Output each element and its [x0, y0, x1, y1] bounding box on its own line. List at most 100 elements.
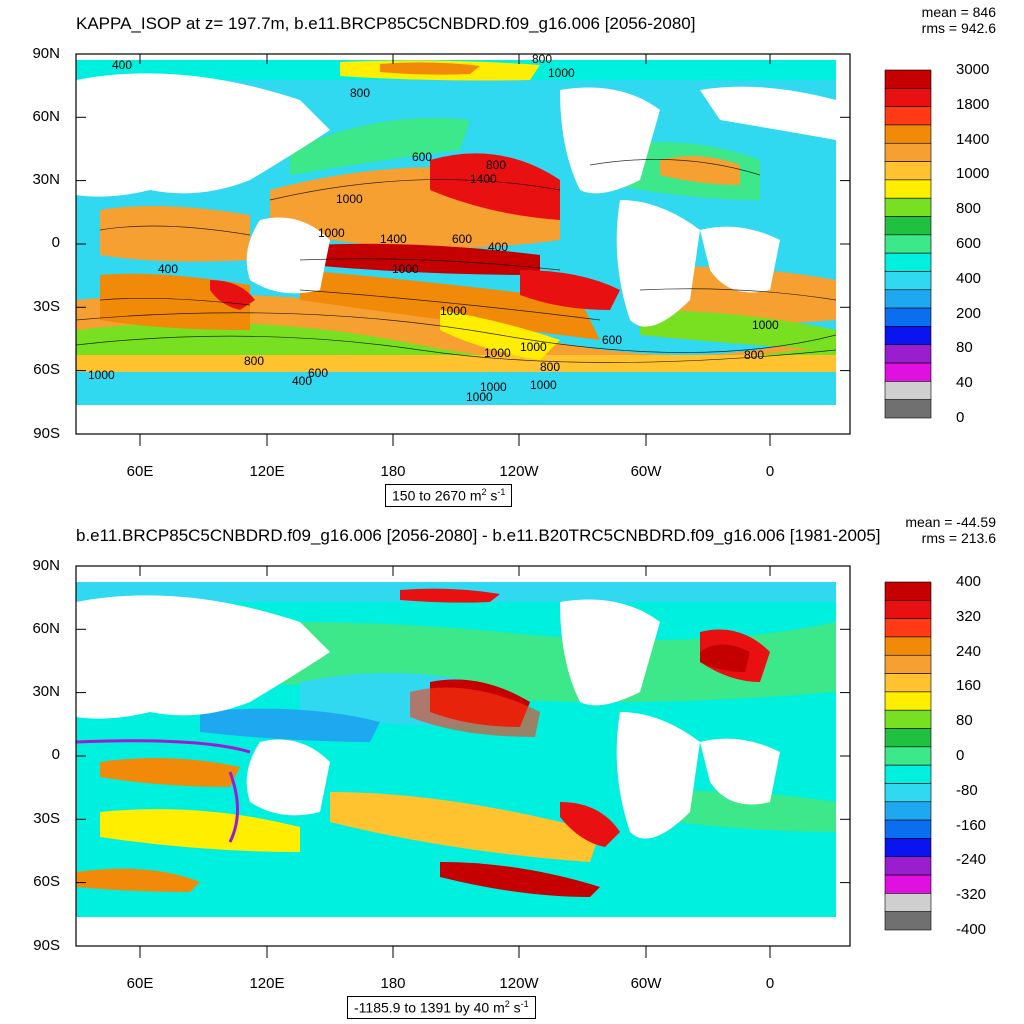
bottom-mean: mean = -44.59: [905, 514, 996, 530]
contour-label: 1000: [440, 304, 467, 318]
contour-label: 1000: [530, 378, 557, 392]
colorbar-swatch: [884, 69, 932, 89]
top-lon-60w: 60W: [630, 463, 662, 480]
top-lat-60s: 60S: [33, 361, 60, 378]
top-lat-60n: 60N: [32, 108, 60, 125]
top-mean: mean = 846: [921, 4, 996, 20]
colorbar-swatch: [884, 728, 932, 748]
colorbar-swatch: [884, 124, 932, 144]
colorbar-swatch: [884, 856, 932, 876]
bottom-lon-120e: 120E: [249, 975, 285, 992]
colorbar-label: 0: [956, 747, 965, 764]
colorbar-swatch: [884, 289, 932, 309]
top-map-svg: [75, 53, 932, 446]
bottom-lat-30s: 30S: [33, 810, 60, 827]
colorbar-label: 80: [956, 339, 973, 357]
contour-label: 1000: [466, 390, 493, 404]
contour-label: 1000: [88, 368, 115, 382]
colorbar-swatch: [884, 252, 932, 272]
bottom-map-field: [76, 566, 850, 946]
bottom-tick-marks: [76, 565, 850, 958]
contour-label: 1000: [484, 346, 511, 360]
top-map-field: [76, 54, 850, 434]
colorbar-swatch: [884, 801, 932, 821]
bottom-lon-180: 180: [380, 975, 406, 992]
colorbar-swatch: [884, 838, 932, 858]
top-title: KAPPA_ISOP at z= 197.7m, b.e11.BRCP85C5C…: [76, 14, 696, 33]
contour-label: 1000: [480, 380, 507, 394]
colorbar-label: 1800: [956, 95, 990, 113]
bottom-colorbar: [884, 581, 932, 931]
contour-label: 600: [452, 232, 473, 246]
bottom-lat-60s: 60S: [33, 873, 60, 890]
contour-label: 1000: [752, 318, 779, 332]
colorbar-label: 320: [956, 607, 982, 625]
top-lat-0: 0: [51, 234, 60, 251]
contour-label: 800: [244, 354, 265, 368]
bottom-lat-90s: 90S: [33, 937, 60, 954]
bottom-lat-60n: 60N: [32, 620, 60, 637]
bottom-stats: mean = -44.59 rms = 213.6: [905, 514, 996, 546]
colorbar-swatch: [884, 746, 932, 766]
colorbar-label: 40: [956, 374, 973, 392]
colorbar-swatch: [884, 307, 932, 327]
colorbar-swatch: [884, 618, 932, 638]
colorbar-swatch: [884, 709, 932, 729]
contour-label: 600: [412, 150, 433, 164]
contour-label: 800: [532, 52, 553, 66]
contour-label: 1400: [470, 172, 497, 186]
contour-label: 800: [350, 86, 371, 100]
top-lat-30s: 30S: [33, 298, 60, 315]
colorbar-swatch: [884, 399, 932, 419]
contour-label: 800: [744, 348, 765, 362]
top-lon-180: 180: [380, 463, 406, 480]
colorbar-label: 80: [956, 712, 973, 730]
top-colorbar: [884, 69, 932, 419]
contour-label: 1000: [392, 262, 419, 276]
colorbar-label: -400: [956, 921, 987, 938]
top-stats: mean = 846 rms = 942.6: [922, 4, 996, 36]
colorbar-label: -160: [956, 816, 987, 834]
colorbar-swatch: [884, 783, 932, 803]
bottom-rms: rms = 213.6: [921, 530, 996, 546]
colorbar-label: -80: [956, 781, 978, 799]
contour-label: 1000: [336, 192, 363, 206]
bottom-title: b.e11.BRCP85C5CNBDRD.f09_g16.006 [2056-2…: [76, 526, 881, 545]
colorbar-label: 3000: [956, 61, 990, 78]
colorbar-label: 1400: [956, 130, 990, 148]
colorbar-label: 160: [956, 677, 982, 695]
colorbar-swatch: [884, 234, 932, 254]
bottom-lon-60e: 60E: [126, 975, 154, 992]
top-lat-30n: 30N: [32, 171, 60, 188]
colorbar-swatch: [884, 600, 932, 619]
top-lon-120e: 120E: [249, 463, 285, 480]
colorbar-swatch: [884, 911, 932, 931]
bottom-range-box: -1185.9 to 1391 by 40 m2 s-1: [347, 996, 536, 1019]
bottom-map-svg: [75, 565, 932, 958]
bottom-lon-120w: 120W: [499, 975, 539, 992]
colorbar-label: -320: [956, 886, 987, 904]
colorbar-swatch: [884, 691, 932, 711]
bottom-lat-90n: 90N: [32, 557, 60, 574]
top-lon-60e: 60E: [126, 463, 154, 480]
contour-label: 600: [308, 366, 329, 380]
colorbar-label: 400: [956, 573, 982, 590]
bottom-lat-0: 0: [51, 746, 60, 763]
top-range-box: 150 to 2670 m2 s-1: [385, 484, 513, 507]
colorbar-label: 1000: [956, 165, 990, 183]
top-tick-marks: [76, 53, 850, 446]
colorbar-label: -240: [956, 851, 987, 869]
contour-label: 400: [158, 262, 179, 276]
bottom-lon-0: 0: [765, 975, 775, 992]
contour-label: 800: [486, 158, 507, 172]
colorbar-swatch: [884, 271, 932, 291]
colorbar-swatch: [884, 764, 932, 784]
contour-label: 400: [112, 58, 133, 72]
top-panel: KAPPA_ISOP at z= 197.7m, b.e11.BRCP85C5C…: [32, 4, 996, 507]
colorbar-label: 400: [956, 269, 982, 287]
colorbar-label: 600: [956, 235, 982, 252]
contour-label: 1000: [548, 66, 575, 80]
contour-label: 400: [292, 374, 313, 388]
bottom-panel: b.e11.BRCP85C5CNBDRD.f09_g16.006 [2056-2…: [0, 512, 1024, 1024]
colorbar-swatch: [884, 819, 932, 839]
